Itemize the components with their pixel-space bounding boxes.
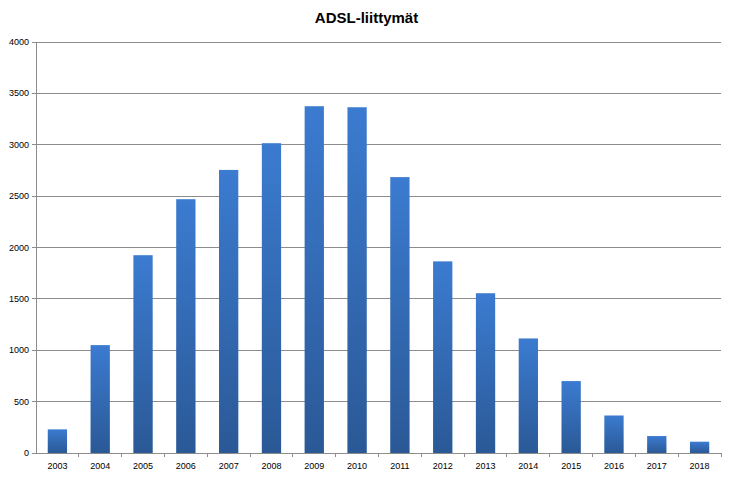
x-tick [292, 453, 293, 457]
x-tick [678, 453, 679, 457]
bar-shade [519, 338, 538, 453]
y-tick-label: 500 [14, 397, 29, 407]
bar-shade [48, 429, 67, 453]
y-tick [32, 196, 36, 197]
x-tick [207, 453, 208, 457]
x-tick-label: 2006 [176, 461, 196, 471]
bar-shade [690, 442, 709, 453]
y-tick [32, 401, 36, 402]
y-tick-label: 0 [24, 448, 29, 458]
bar [390, 177, 409, 453]
x-tick-label: 2003 [47, 461, 67, 471]
bar-shade [91, 345, 110, 453]
x-tick-label: 2007 [219, 461, 239, 471]
bar [133, 255, 152, 453]
bar [604, 415, 623, 453]
x-tick [164, 453, 165, 457]
x-tick [250, 453, 251, 457]
chart-container: ADSL-liittymät 0 500 1000 1500 2000 2500 3000 35… [0, 0, 733, 479]
chart-svg: ADSL-liittymät 0 500 1000 1500 2000 2500 3000 35… [0, 0, 733, 479]
bar-shade [176, 199, 195, 453]
x-tick-label: 2016 [604, 461, 624, 471]
y-tick [32, 247, 36, 248]
x-tick-label: 2017 [647, 461, 667, 471]
bar [647, 436, 666, 453]
y-tick-label: 4000 [9, 37, 29, 47]
bar [305, 106, 324, 453]
bar-shade [305, 106, 324, 453]
grid-line [36, 144, 721, 145]
y-tick [32, 144, 36, 145]
bar-shade [262, 143, 281, 453]
y-tick-label: 3000 [9, 140, 29, 150]
x-tick-label: 2015 [561, 461, 581, 471]
bar [48, 429, 67, 453]
x-tick [335, 453, 336, 457]
bar-shade [133, 255, 152, 453]
bar [262, 143, 281, 453]
x-tick-label: 2014 [518, 461, 538, 471]
x-tick-label: 2009 [304, 461, 324, 471]
x-tick [78, 453, 79, 457]
bar-shade [604, 415, 623, 453]
grid-line [36, 93, 721, 94]
x-tick [506, 453, 507, 457]
x-tick [721, 453, 722, 457]
bar [91, 345, 110, 453]
x-tick [635, 453, 636, 457]
bar-shade [433, 261, 452, 453]
x-tick [464, 453, 465, 457]
bar [519, 338, 538, 453]
bar-shade [390, 177, 409, 453]
y-tick [32, 93, 36, 94]
y-tick-label: 1500 [9, 294, 29, 304]
bar [562, 381, 581, 453]
x-tick-label: 2004 [90, 461, 110, 471]
bar [476, 293, 495, 453]
bars [48, 106, 709, 453]
grid-line [36, 42, 721, 43]
bar-shade [647, 436, 666, 453]
x-tick [549, 453, 550, 457]
y-tick-label: 3500 [9, 88, 29, 98]
y-axis-line [36, 42, 37, 453]
bar-shade [347, 107, 366, 453]
x-tick [378, 453, 379, 457]
grid-line [36, 196, 721, 197]
y-tick [32, 350, 36, 351]
y-tick [32, 298, 36, 299]
x-tick [592, 453, 593, 457]
x-tick-label: 2005 [133, 461, 153, 471]
x-tick [121, 453, 122, 457]
y-tick [32, 42, 36, 43]
y-tick-label: 2000 [9, 243, 29, 253]
bar [690, 442, 709, 453]
x-tick [421, 453, 422, 457]
y-tick-label: 2500 [9, 191, 29, 201]
bar [433, 261, 452, 453]
y-tick-label: 1000 [9, 345, 29, 355]
grid-line [36, 247, 721, 248]
bar-shade [562, 381, 581, 453]
bar-shade [476, 293, 495, 453]
x-tick-label: 2018 [690, 461, 710, 471]
chart-title: ADSL-liittymät [315, 9, 418, 26]
bar [176, 199, 195, 453]
x-tick-label: 2011 [390, 461, 409, 471]
x-tick-label: 2012 [433, 461, 453, 471]
x-tick-label: 2008 [261, 461, 281, 471]
bar [347, 107, 366, 453]
bar [219, 170, 238, 453]
y-tick [32, 453, 36, 454]
x-tick-label: 2013 [476, 461, 496, 471]
bar-shade [219, 170, 238, 453]
background [0, 0, 733, 479]
x-tick-label: 2010 [347, 461, 367, 471]
